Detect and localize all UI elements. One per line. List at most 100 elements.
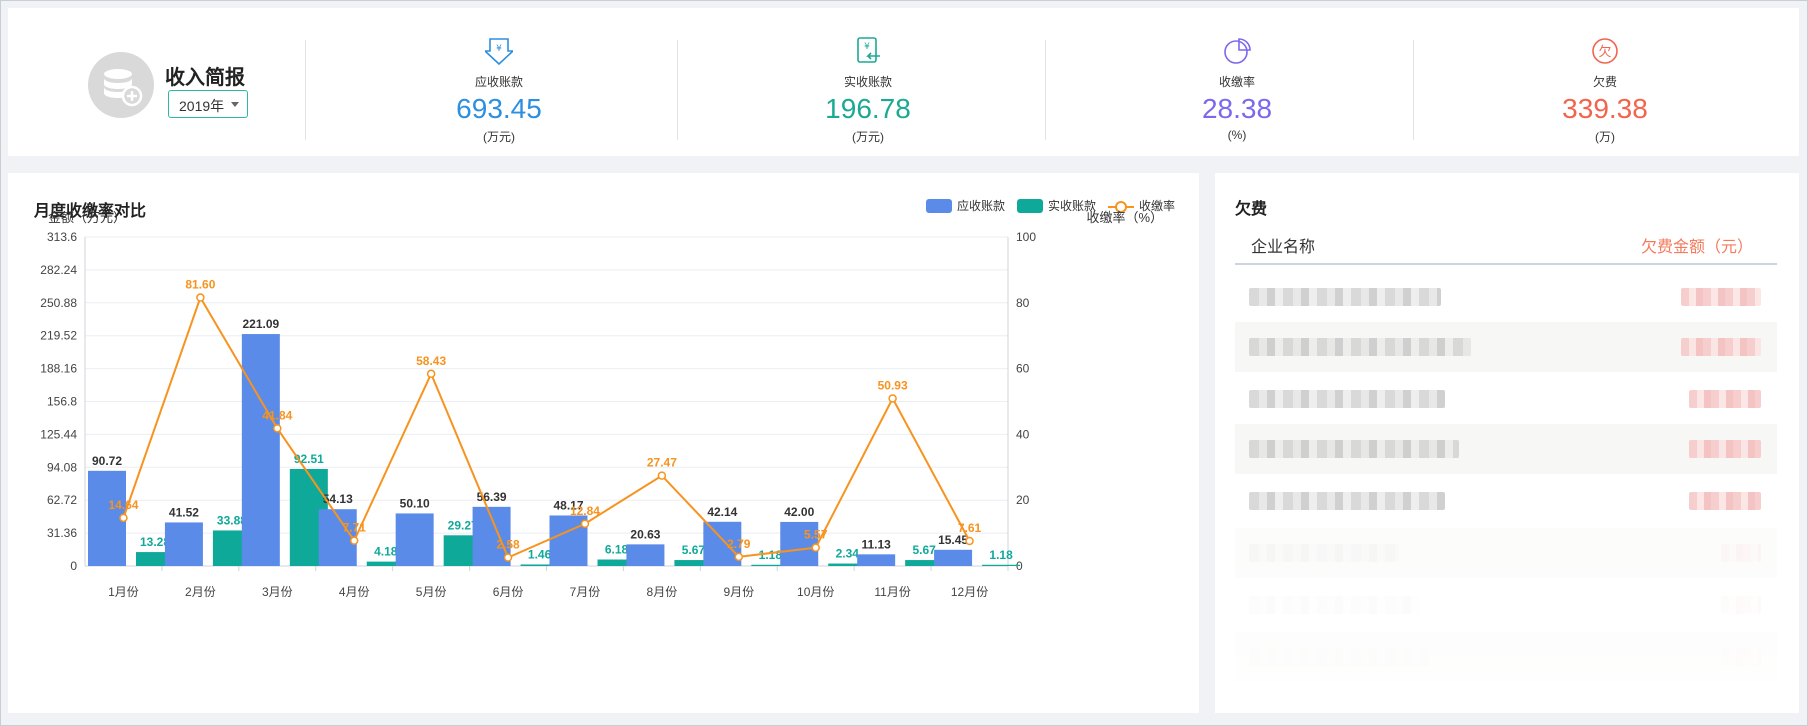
x-tick-label: 1月份 [108, 585, 139, 599]
bar-received [751, 564, 790, 566]
label-receivable: 20.63 [630, 527, 660, 541]
y2-tick-label: 20 [1016, 493, 1030, 507]
table-row[interactable] [1235, 476, 1777, 526]
arrears-title: 欠费 [1235, 201, 1268, 218]
y-tick-label: 0 [70, 559, 77, 573]
svg-text:¥: ¥ [864, 42, 870, 52]
bar-receivable [780, 521, 819, 566]
bar-received [674, 560, 713, 566]
label-collection-rate: 5.57 [804, 528, 828, 542]
label-received: 4.18 [374, 545, 398, 559]
label-receivable: 42.14 [707, 505, 737, 519]
bar-received [136, 552, 174, 566]
x-tick-label: 2月份 [185, 585, 216, 599]
stat-label: 实收账款 [843, 75, 892, 89]
arrears-table-header: 企业名称 欠费金额（元） [1235, 221, 1777, 265]
monthly-chart-card: 月度收缴率对比 应收账款 实收账款 收缴率 0 31.36 62.72 94.08 12… [8, 173, 1199, 713]
chart-title: 月度收缴率对比 [34, 203, 147, 220]
table-row[interactable] [1235, 424, 1777, 474]
y-tick-label: 188.16 [40, 362, 77, 376]
legend-item[interactable]: 收缴率 [1107, 197, 1175, 214]
y2-tick-label: 40 [1016, 427, 1030, 441]
stat-received: ¥ 实收账款 196.78 (万元) [718, 36, 1018, 145]
x-tick-label: 8月份 [647, 585, 678, 599]
x-tick-label: 7月份 [570, 585, 601, 599]
point-collection-rate [965, 536, 974, 546]
label-receivable: 42.00 [784, 505, 814, 519]
label-receivable: 50.10 [400, 496, 430, 510]
legend-label: 收缴率 [1138, 199, 1175, 213]
bar-received [520, 564, 559, 566]
label-received: 1.18 [759, 548, 783, 562]
label-received: 5.67 [912, 543, 936, 557]
divider [1413, 40, 1414, 140]
bar-received [982, 564, 1021, 566]
x-tick-label: 12月份 [951, 585, 988, 599]
table-row[interactable] [1235, 272, 1777, 322]
label-collection-rate: 27.47 [647, 456, 677, 470]
redacted-amount [1689, 440, 1761, 458]
label-received: 29.27 [448, 518, 478, 532]
table-row[interactable] [1235, 374, 1777, 424]
stat-value: 339.38 [1562, 93, 1648, 124]
y2-tick-label: 80 [1016, 296, 1030, 310]
arrears-icon: 欠 [1455, 36, 1755, 68]
bar-receivable [241, 334, 280, 566]
summary-panel: 收入简报 2019年 ¥ 应收账款 693.45 (万元) ¥ 实收账款 196… [8, 8, 1799, 156]
label-collection-rate: 2.58 [496, 538, 520, 552]
divider [1045, 40, 1046, 140]
stat-receivable: ¥ 应收账款 693.45 (万元) [349, 36, 649, 145]
bar-receivable [395, 513, 434, 566]
label-collection-rate: 81.60 [185, 278, 215, 292]
y2-axis-title: 收缴率（%） [1086, 210, 1163, 225]
y2-tick-label: 100 [1016, 230, 1036, 244]
stat-unit: (万元) [483, 130, 515, 144]
x-tick-label: 5月份 [416, 585, 447, 599]
x-tick-label: 9月份 [723, 585, 754, 599]
label-collection-rate: 7.71 [343, 521, 367, 535]
y-axis-title: 金额（万元） [48, 210, 126, 225]
label-collection-rate: 7.61 [958, 521, 982, 535]
point-collection-rate [657, 471, 667, 480]
redacted-company-name [1249, 338, 1471, 356]
stat-unit: (万元) [852, 130, 884, 144]
x-tick-label: 6月份 [493, 585, 524, 599]
point-collection-rate [273, 424, 282, 433]
legend-item[interactable]: 实收账款 [1016, 197, 1096, 214]
bar-receivable [934, 549, 973, 566]
year-select-value: 2019年 [179, 98, 225, 114]
column-header-company: 企业名称 [1251, 239, 1316, 256]
redacted-company-name [1249, 440, 1459, 458]
legend-label: 实收账款 [1047, 199, 1096, 213]
point-collection-rate [580, 519, 590, 529]
label-receivable: 11.13 [861, 537, 891, 551]
receivable-icon: ¥ [349, 36, 649, 68]
stat-label: 应收账款 [474, 75, 523, 89]
legend-swatch [925, 198, 952, 213]
legend-item[interactable]: 应收账款 [925, 197, 1005, 214]
label-received: 2.34 [836, 547, 860, 561]
stat-value: 28.38 [1201, 93, 1273, 124]
label-collection-rate: 12.84 [570, 504, 600, 518]
legend-label: 应收账款 [956, 199, 1005, 213]
bar-received [366, 561, 405, 566]
page-title: 收入简报 [165, 67, 245, 89]
redacted-amount [1681, 288, 1761, 306]
x-tick-label: 3月份 [262, 585, 293, 599]
point-collection-rate [734, 552, 744, 562]
label-received: 1.46 [528, 547, 552, 561]
redacted-company-name [1249, 390, 1445, 408]
divider [677, 40, 678, 140]
table-row[interactable] [1235, 322, 1777, 372]
label-collection-rate: 58.43 [416, 354, 446, 368]
redacted-amount [1689, 492, 1761, 510]
redacted-amount [1689, 390, 1761, 408]
x-tick-label: 10月份 [797, 585, 834, 599]
label-receivable: 41.52 [169, 505, 199, 519]
year-select[interactable]: 2019年 [168, 90, 248, 118]
database-add-icon [88, 52, 154, 118]
label-receivable: 90.72 [92, 454, 122, 468]
bar-receivable [857, 554, 896, 566]
arrears-panel: 欠费 企业名称 欠费金额（元） [1215, 173, 1799, 713]
y-tick-label: 156.8 [47, 395, 77, 409]
